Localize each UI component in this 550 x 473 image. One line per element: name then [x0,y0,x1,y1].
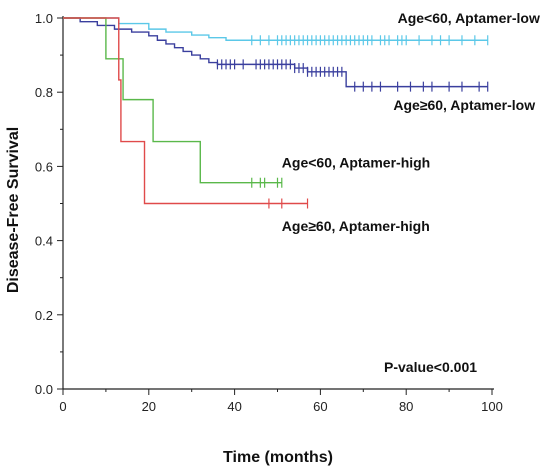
survival-curve [63,17,488,41]
y-tick-label: 0.6 [35,159,53,174]
label-layer: Age<60, Aptamer-low Age≥60, Aptamer-low Ag… [282,10,540,234]
series-label: Age<60, Aptamer-low [398,10,540,26]
series-2 [63,17,489,92]
y-tick-label: 0.2 [35,308,53,323]
survival-curve [63,17,282,184]
series-label: Age<60, Aptamer-high [282,155,430,171]
x-tick-label: 100 [481,399,503,414]
series-layer [63,17,489,209]
x-axis-label: Time (months) [223,449,333,466]
axes: 0 20 40 60 80 100 0.0 0.2 0.4 0.6 0.8 1.0 [35,11,503,414]
x-tick-label: 20 [142,399,156,414]
y-axis-label: Disease-Free Survival [5,127,22,293]
series-label: Age≥60, Aptamer-low [393,97,535,113]
x-tick-label: 60 [313,399,327,414]
x-tick-label: 0 [59,399,66,414]
series-4 [63,17,309,209]
x-tick-label: 40 [227,399,241,414]
survival-curve [63,17,488,88]
y-tick-label: 0.8 [35,85,53,100]
x-tick-label: 80 [399,399,413,414]
y-tick-label: 1.0 [35,11,53,26]
series-1 [63,17,489,46]
survival-curve [63,17,308,205]
y-tick-label: 0.0 [35,382,53,397]
series-label: Age≥60, Aptamer-high [282,218,430,234]
p-value-annotation: P-value<0.001 [384,359,477,375]
y-tick-label: 0.4 [35,234,53,249]
